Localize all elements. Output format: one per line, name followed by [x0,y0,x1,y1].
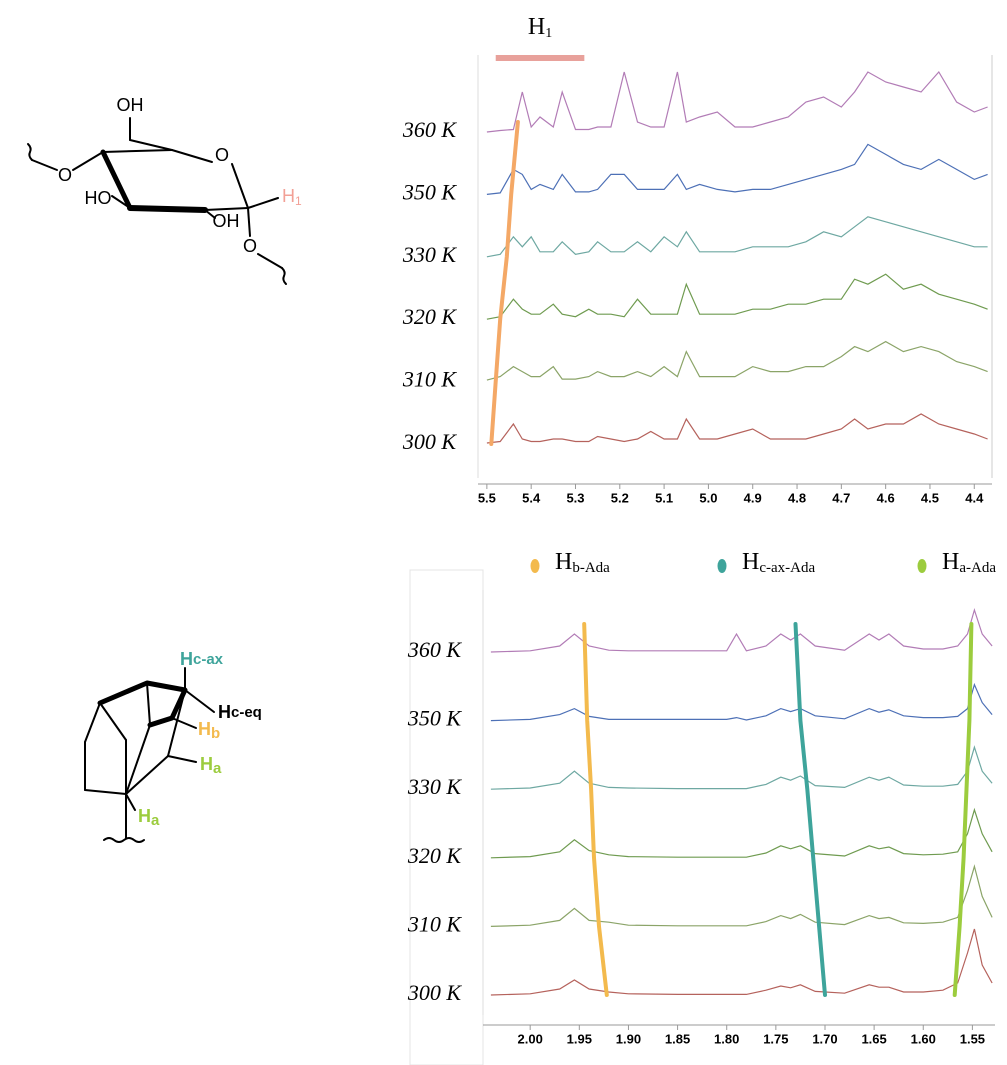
glucose-structure [27,117,287,285]
x-tick-label: 1.75 [763,1031,788,1046]
atom-label-sub: c-ax [193,651,224,668]
atom-label-main: H [138,806,151,826]
spectrum-line [486,143,988,195]
legend-label: Hb-Ada [555,549,610,577]
glucose-labels: OH O O HO OH H1 O [58,95,302,256]
legend-main: H [742,549,759,575]
series-label: 310 K [402,367,458,392]
spectrum-line [486,273,988,320]
spectrum-line [490,807,993,859]
spectrum-line [486,340,988,381]
series-label: 310 K [407,911,463,936]
legend-sub: a-Ada [959,560,996,576]
x-tick-label: 5.3 [566,490,584,505]
legend-sub: b-Ada [572,560,610,576]
x-tick-label: 1.55 [960,1031,985,1046]
guide-line [952,622,974,997]
series-label: 330 K [402,242,458,267]
spectrum-line [490,607,993,653]
guide-line [582,622,609,997]
atom-label: H1 [282,186,302,208]
atom-label-sub: 1 [295,194,302,208]
adamantane-labels: Hc-ax Hc-eq Hb Ha Ha [138,649,262,829]
legend-sub: c-ax-Ada [759,560,815,576]
x-tick-label: 4.5 [921,490,939,505]
spectrum-line [486,216,988,258]
atom-label: O [243,236,257,256]
atom-label: Ha [138,806,160,829]
series-label: 300 K [402,429,458,454]
x-tick-label: 5.5 [478,490,496,505]
legend-marker [530,559,540,573]
x-tick-label: 1.95 [567,1031,592,1046]
atom-label: O [215,145,229,165]
legend-marker [917,559,927,573]
atom-label-main: H [218,702,231,722]
x-tick-label: 4.4 [965,490,984,505]
legend-label: Hc-ax-Ada [742,549,815,577]
highlight-label: H1 [528,14,552,42]
x-tick-label: 1.60 [911,1031,936,1046]
x-tick-label: 5.4 [522,490,541,505]
atom-label-main: H [200,754,213,774]
atom-label: O [58,165,72,185]
legend-marker [717,559,727,573]
adamantane-structure [84,667,215,843]
atom-label-sub: b [211,725,220,742]
x-tick-label: 5.0 [699,490,717,505]
atom-label: Hb [198,719,220,742]
atom-label: Hc-eq [218,702,262,722]
atom-label-sub: c-eq [231,704,262,721]
atom-label: OH [117,95,144,115]
x-tick-label: 4.6 [877,490,895,505]
spectrum-line [486,70,988,133]
x-tick-label: 1.70 [812,1031,837,1046]
highlight-main: H [528,14,545,40]
x-tick-label: 4.9 [744,490,762,505]
series-label: 320 K [402,304,458,329]
x-tick-label: 2.00 [518,1031,543,1046]
atom-label-sub: a [213,760,222,777]
x-tick-label: 5.1 [655,490,673,505]
series-label: 350 K [407,706,463,731]
x-tick-label: 1.90 [616,1031,641,1046]
atom-label-main: H [198,719,211,739]
guide-line [489,120,520,446]
x-tick-label: 4.7 [832,490,850,505]
atom-label: HO [85,188,112,208]
atom-label: OH [213,211,240,231]
series-label: 300 K [407,980,463,1005]
legend-main: H [942,549,959,575]
atom-label-main: H [282,186,295,206]
atom-label: Hc-ax [180,649,224,669]
atom-label-sub: a [151,812,160,829]
series-label: 350 K [402,179,458,204]
guide-line [793,622,827,997]
x-tick-label: 1.65 [861,1031,886,1046]
x-tick-label: 1.85 [665,1031,690,1046]
atom-label: Ha [200,754,222,777]
x-tick-label: 5.2 [611,490,629,505]
x-tick-label: 4.8 [788,490,806,505]
spectrum-line [486,413,988,444]
spectrum-line [490,682,993,722]
spectrum-line [490,928,993,996]
highlight-sub: 1 [545,26,552,41]
legend-label: Ha-Ada [942,549,996,577]
spectrum-line [490,745,993,790]
series-label: 330 K [407,774,463,799]
spectrum-line [490,864,993,927]
series-label: 360 K [402,117,458,142]
x-tick-label: 1.80 [714,1031,739,1046]
atom-label-main: H [180,649,193,669]
legend-main: H [555,549,572,575]
series-label: 360 K [407,637,463,662]
series-label: 320 K [407,843,463,868]
